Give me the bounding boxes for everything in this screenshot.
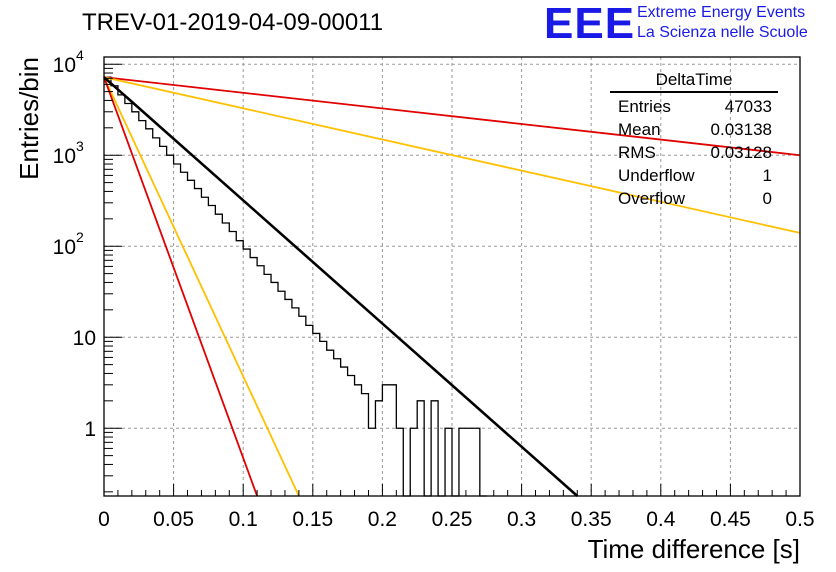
fit-line xyxy=(103,76,801,234)
logo-line-2: La Scienza nelle Scuole xyxy=(637,24,808,41)
x-tick-label: 0.4 xyxy=(646,508,676,531)
y-tick-label: 10 xyxy=(73,327,96,350)
x-tick-label: 0.3 xyxy=(507,508,536,531)
stats-row-entries: Entries 47033 xyxy=(610,95,778,118)
x-tick-label: 0.25 xyxy=(432,508,473,531)
y-tick-label: 10 xyxy=(53,145,76,168)
y-tick-label: 10 xyxy=(53,236,76,259)
y-tick-label: 10 xyxy=(53,54,76,77)
x-tick-label: 0.5 xyxy=(785,508,814,531)
x-tick-label: 0.45 xyxy=(710,508,751,531)
histogram-steps xyxy=(104,76,487,497)
logo-line-1: Extreme Energy Events xyxy=(637,4,806,21)
stats-label: Entries xyxy=(618,97,671,116)
stats-label: Underflow xyxy=(618,166,695,185)
stats-value: 0 xyxy=(762,189,772,208)
stats-row-overflow: Overflow 0 xyxy=(610,187,778,210)
y-tick-exponent: 2 xyxy=(76,229,84,245)
fit-line xyxy=(103,76,801,157)
stats-box: DeltaTime Entries 47033 Mean 0.03138 RMS… xyxy=(610,70,778,210)
stats-row-underflow: Underflow 1 xyxy=(610,164,778,187)
chart-title: TREV-01-2019-04-09-00011 xyxy=(82,9,384,36)
stats-row-rms: RMS 0.03128 xyxy=(610,141,778,164)
x-axis-title: Time difference [s] xyxy=(588,534,800,564)
stats-label: Mean xyxy=(618,120,661,139)
x-tick-label: 0.05 xyxy=(153,508,194,531)
stats-value: 0.03128 xyxy=(710,143,772,162)
x-tick-label: 0.15 xyxy=(292,508,333,531)
stats-value: 47033 xyxy=(724,97,772,116)
stats-value: 0.03138 xyxy=(710,120,772,139)
stats-label: RMS xyxy=(618,143,656,162)
stats-label: Overflow xyxy=(618,189,686,208)
y-tick-label: 1 xyxy=(84,418,96,441)
stats-value: 1 xyxy=(762,166,772,185)
fit-line xyxy=(103,76,300,497)
x-tick-label: 0 xyxy=(98,508,110,531)
x-tick-label: 0.35 xyxy=(571,508,612,531)
fit-line xyxy=(103,76,579,497)
y-tick-exponent: 4 xyxy=(76,47,84,63)
x-tick-label: 0.2 xyxy=(368,508,397,531)
y-axis-title: Entries/bin xyxy=(14,57,44,180)
stats-row-mean: Mean 0.03138 xyxy=(610,118,778,141)
y-tick-exponent: 3 xyxy=(76,138,84,154)
x-tick-label: 0.1 xyxy=(229,508,258,531)
eee-logo: EEE xyxy=(544,0,636,48)
stats-name: DeltaTime xyxy=(610,70,778,93)
fit-line xyxy=(103,76,258,497)
